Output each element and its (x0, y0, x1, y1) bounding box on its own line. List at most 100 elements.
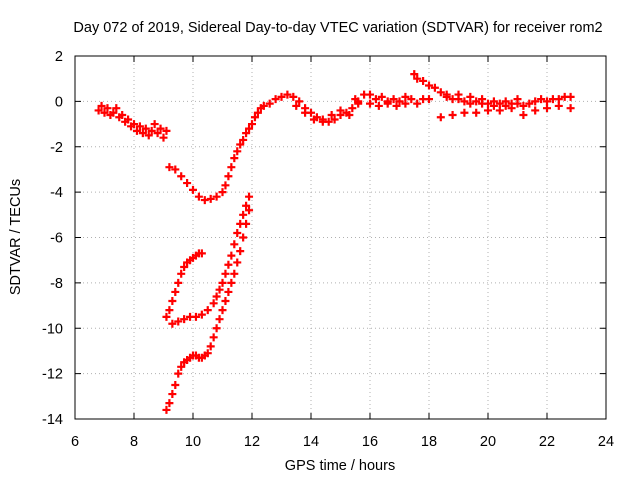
data-point (466, 92, 475, 101)
data-point (212, 324, 221, 333)
x-tick-label: 12 (244, 434, 260, 450)
data-point (354, 97, 363, 106)
data-point (103, 104, 112, 113)
x-tick-label: 16 (362, 434, 378, 450)
data-point (277, 92, 286, 101)
data-point (221, 181, 230, 190)
data-point (401, 99, 410, 108)
data-point (336, 106, 345, 115)
data-point (519, 101, 528, 110)
data-point (366, 99, 374, 108)
data-point (489, 97, 498, 106)
data-point (242, 201, 251, 210)
data-point (259, 101, 268, 110)
data-point (519, 110, 528, 119)
data-point (230, 240, 239, 249)
data-point (419, 76, 428, 85)
data-point (171, 165, 180, 174)
data-point (425, 95, 433, 104)
data-point (478, 95, 487, 104)
data-point (430, 83, 439, 92)
data-point (132, 126, 141, 135)
data-point (153, 129, 162, 138)
data-point (189, 185, 197, 194)
series-lower-arc-2 (168, 192, 254, 328)
data-point (472, 97, 481, 106)
data-point (177, 172, 186, 181)
data-point (174, 369, 183, 378)
x-tick-label: 20 (480, 434, 496, 450)
data-point (239, 135, 248, 144)
data-point (230, 154, 239, 163)
x-tick-label: 22 (539, 434, 555, 450)
data-point (242, 129, 251, 138)
data-point (138, 129, 147, 138)
data-point (218, 188, 227, 197)
x-tick-label: 24 (598, 434, 614, 450)
data-point (327, 110, 336, 119)
data-point (425, 81, 433, 90)
data-point (484, 99, 492, 108)
data-point (194, 192, 203, 201)
data-point (495, 99, 504, 108)
data-point (283, 90, 292, 99)
data-point (392, 101, 401, 110)
data-point (484, 106, 492, 115)
data-point (118, 110, 127, 119)
data-point (215, 315, 224, 324)
data-point (383, 99, 392, 108)
x-tick-label: 10 (185, 434, 201, 450)
data-point (100, 108, 109, 117)
x-tick-label: 14 (303, 434, 319, 450)
data-point (183, 179, 192, 188)
data-point (366, 90, 374, 99)
y-axis-label: SDTVAR / TECUs (8, 179, 24, 295)
data-point (448, 110, 457, 119)
data-point (348, 104, 357, 113)
data-point (513, 95, 522, 104)
data-point (162, 312, 171, 321)
data-point (227, 251, 236, 260)
data-point (507, 104, 516, 113)
data-point (159, 133, 168, 142)
y-tick-label: -6 (50, 231, 63, 247)
data-point (253, 108, 262, 117)
data-point (245, 192, 254, 201)
y-tick-label: -10 (42, 321, 63, 337)
data-point (227, 278, 236, 287)
data-layer (94, 70, 575, 414)
data-point (460, 108, 469, 117)
data-point (141, 124, 150, 133)
data-point (109, 108, 118, 117)
data-point (124, 115, 133, 124)
data-point (292, 101, 301, 110)
data-point (150, 120, 159, 129)
data-point (227, 163, 236, 172)
data-point (543, 104, 551, 113)
data-point (495, 106, 504, 115)
data-point (233, 258, 242, 267)
data-point (206, 194, 215, 203)
data-point (543, 97, 551, 106)
data-point (531, 106, 540, 115)
data-point (174, 317, 183, 326)
data-point (168, 319, 177, 328)
data-point (224, 172, 233, 181)
data-point (212, 292, 221, 301)
data-point (371, 95, 380, 104)
data-point (389, 95, 398, 104)
data-point (236, 140, 245, 149)
data-point (230, 269, 239, 278)
x-tick-label: 6 (71, 434, 79, 450)
data-point (436, 113, 445, 122)
data-point (171, 380, 180, 389)
y-tick-label: -8 (50, 276, 63, 292)
data-point (295, 97, 304, 106)
data-point (501, 97, 510, 106)
y-tick-label: 0 (55, 94, 63, 110)
y-tick-label: -4 (50, 185, 63, 201)
data-point (265, 99, 274, 108)
data-point (554, 101, 563, 110)
data-point (221, 297, 230, 306)
data-point (144, 131, 153, 140)
